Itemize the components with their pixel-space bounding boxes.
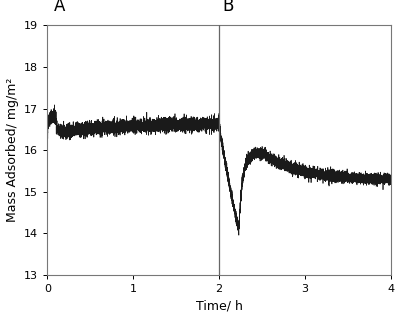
X-axis label: Time/ h: Time/ h <box>196 300 242 313</box>
Text: B: B <box>222 0 234 16</box>
Y-axis label: Mass Adsorbed/ mg/m²: Mass Adsorbed/ mg/m² <box>6 78 18 222</box>
Text: A: A <box>54 0 66 16</box>
